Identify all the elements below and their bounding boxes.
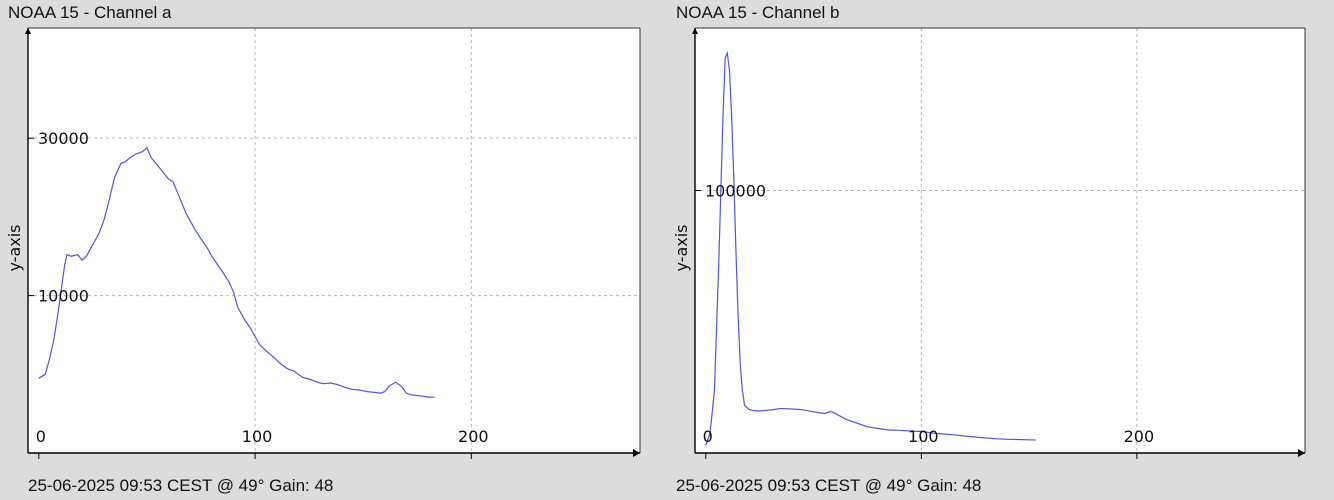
chart-title-a: NOAA 15 - Channel a: [8, 3, 172, 22]
plot-area: [28, 28, 640, 453]
x-axis-arrow: [633, 449, 640, 457]
series-line: [38, 146, 435, 398]
y-axis-arrow: [25, 28, 31, 34]
x-tick-label: 0: [703, 427, 713, 446]
chart-footer-b: 25-06-2025 09:53 CEST @ 49° Gain: 48: [676, 476, 982, 495]
plot-area: [695, 28, 1305, 453]
x-tick-label: 0: [36, 427, 46, 446]
x-tick-label: 100: [908, 427, 939, 446]
y-tick-label: 10000: [38, 287, 89, 306]
series-line: [705, 50, 1036, 446]
chart-footer-a: 25-06-2025 09:53 CEST @ 49° Gain: 48: [28, 476, 334, 495]
y-axis-title: y-axis: [5, 224, 24, 271]
x-tick-label: 200: [1124, 427, 1155, 446]
x-tick-label: 200: [458, 427, 489, 446]
y-tick-label: 30000: [38, 129, 89, 148]
x-tick-label: 100: [242, 427, 273, 446]
chart-panel-b: 0 100 200 100000 y-axis: [672, 27, 1306, 459]
chart-title-b: NOAA 15 - Channel b: [676, 3, 840, 22]
y-tick-label: 100000: [705, 182, 766, 201]
chart-panel-a: 0 100 200 10000 30000 y-axis: [5, 27, 641, 459]
y-axis-title: y-axis: [672, 224, 691, 271]
y-axis-arrow: [692, 28, 698, 34]
x-axis-arrow: [1298, 449, 1305, 457]
